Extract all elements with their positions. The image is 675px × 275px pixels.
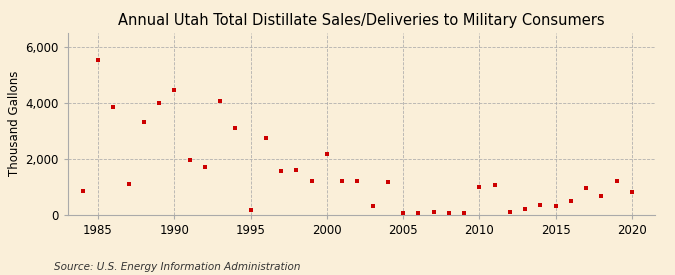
Point [245,208,256,213]
Point [413,211,424,215]
Point [474,184,485,189]
Point [626,190,637,194]
Point [123,182,134,186]
Point [398,211,408,215]
Point [230,126,241,130]
Point [169,88,180,92]
Point [580,186,591,190]
Point [261,136,271,140]
Point [489,183,500,187]
Point [154,101,165,105]
Point [535,202,546,207]
Point [566,198,576,203]
Point [215,99,225,104]
Point [337,179,348,183]
Point [459,211,470,215]
Point [443,211,454,215]
Point [550,204,561,208]
Point [321,152,332,157]
Point [596,194,607,199]
Point [78,189,88,193]
Point [275,169,286,174]
Point [428,210,439,214]
Point [199,165,210,169]
Point [291,168,302,172]
Point [184,158,195,162]
Point [367,204,378,208]
Point [520,207,531,211]
Point [306,179,317,183]
Point [504,210,515,214]
Point [383,180,394,185]
Point [352,179,362,183]
Title: Annual Utah Total Distillate Sales/Deliveries to Military Consumers: Annual Utah Total Distillate Sales/Deliv… [118,13,604,28]
Point [92,57,103,62]
Point [612,179,622,183]
Point [138,120,149,125]
Text: Source: U.S. Energy Information Administration: Source: U.S. Energy Information Administ… [54,262,300,272]
Point [108,105,119,109]
Y-axis label: Thousand Gallons: Thousand Gallons [8,71,21,177]
